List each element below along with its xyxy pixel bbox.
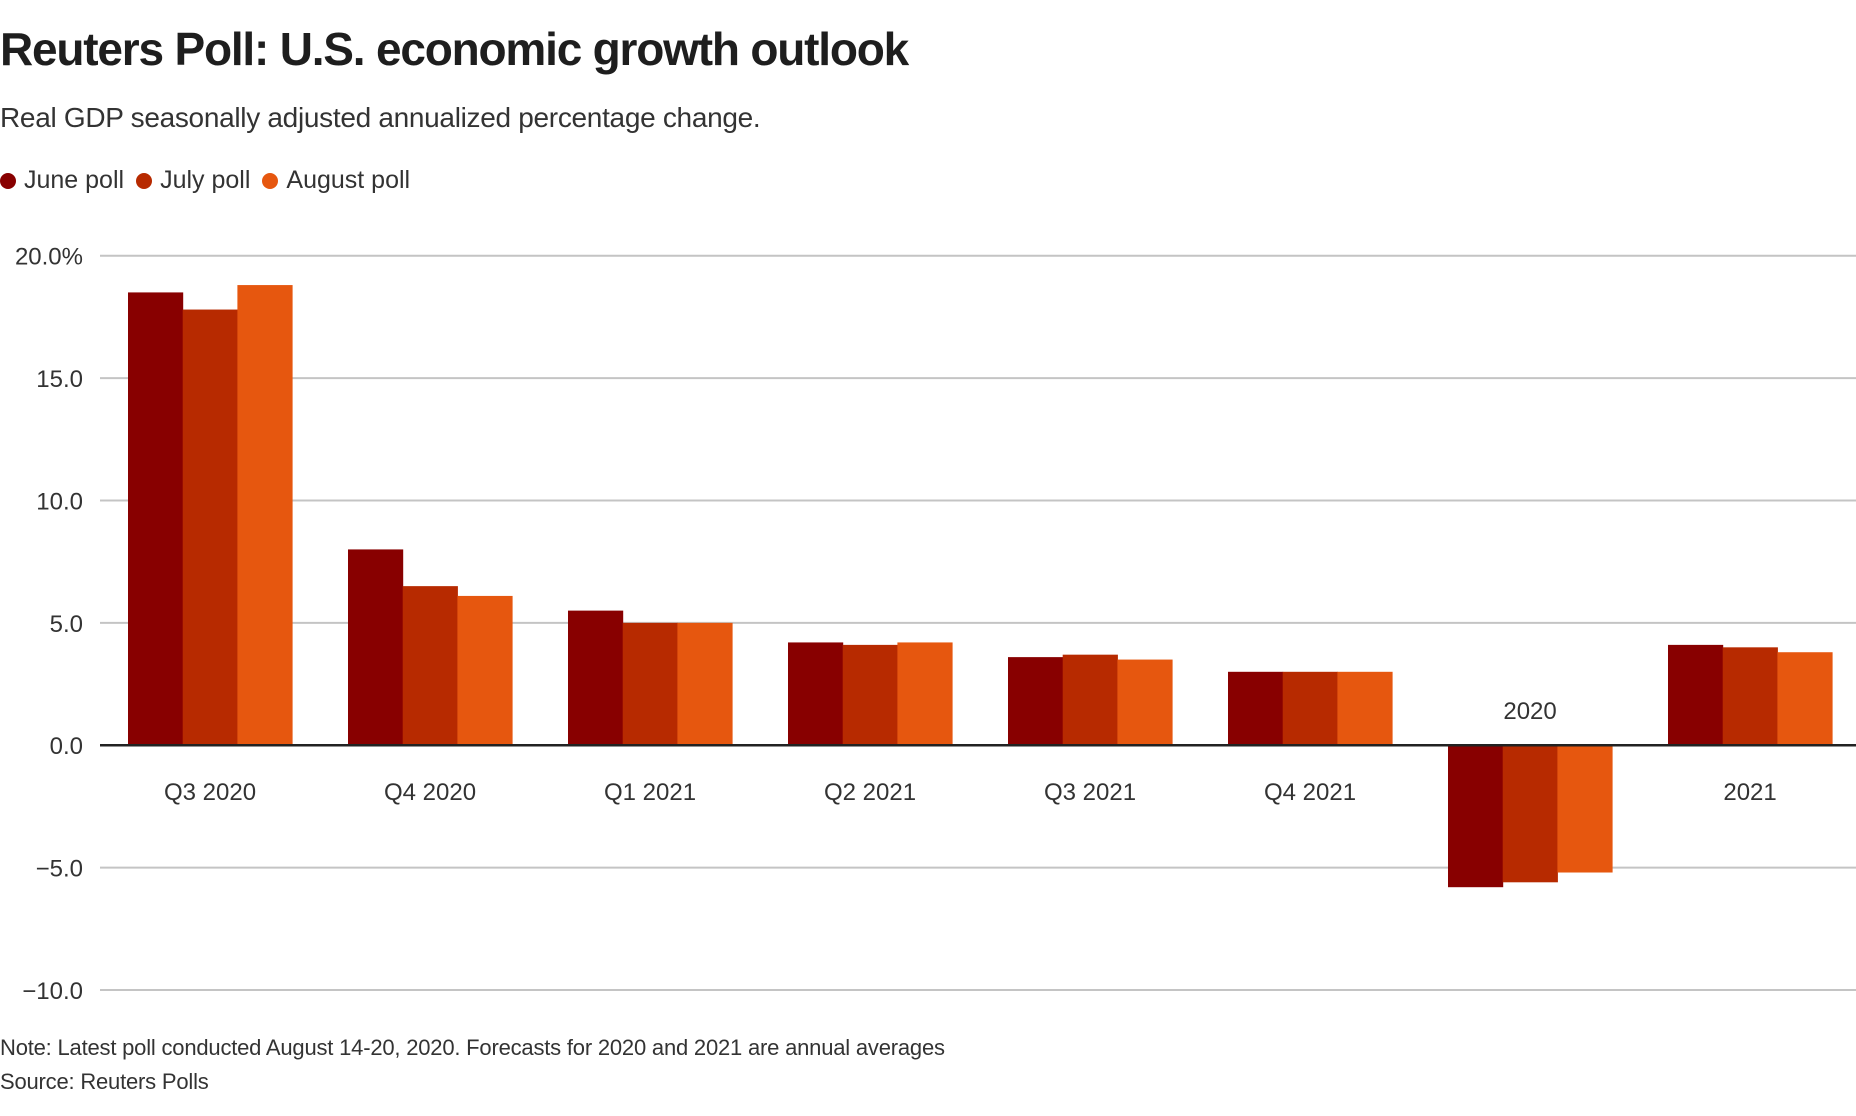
y-tick-label: 20.0% (15, 244, 83, 271)
legend-dot-june-icon (0, 172, 16, 189)
chart-subtitle: Real GDP seasonally adjusted annualized … (0, 102, 761, 133)
y-tick-label: 0.0 (50, 733, 83, 760)
bar-july-poll (182, 309, 238, 746)
bar-june-poll (1008, 657, 1064, 746)
bar-august-poll (897, 642, 953, 746)
chart-title: Reuters Poll: U.S. economic growth outlo… (0, 23, 909, 75)
bar-july-poll (1282, 671, 1338, 746)
x-tick-label: 2021 (1723, 779, 1776, 806)
bar-july-poll (842, 644, 898, 746)
legend-label-july: July poll (160, 166, 251, 194)
y-tick-label: −10.0 (22, 978, 83, 1005)
y-tick-label: 15.0 (36, 366, 83, 393)
bar-june-poll (1228, 671, 1284, 746)
x-tick-label: Q3 2021 (1044, 779, 1136, 806)
y-axis-ticks: 20.0% 15.0 10.0 5.0 0.0 −5.0 −10.0 (15, 244, 83, 1005)
footnote-source: Source: Reuters Polls (0, 1069, 209, 1094)
bar-june-poll (1448, 745, 1504, 888)
legend-dot-august-icon (262, 172, 279, 189)
bar-june-poll (1668, 644, 1724, 746)
bar-august-poll (1117, 659, 1173, 746)
bar-june-poll (348, 549, 404, 746)
bars (128, 285, 1833, 888)
bar-july-poll (1502, 745, 1558, 883)
bar-august-poll (677, 622, 733, 746)
y-tick-label: −5.0 (36, 856, 83, 883)
bar-june-poll (128, 292, 184, 746)
bar-july-poll (402, 586, 458, 746)
legend-label-august: August poll (286, 166, 411, 194)
bar-august-poll (1337, 671, 1393, 746)
x-tick-label: Q2 2021 (824, 779, 916, 806)
legend-item-august: August poll (262, 166, 410, 195)
x-tick-label: Q1 2021 (604, 779, 696, 806)
bar-july-poll (1062, 654, 1118, 746)
bar-august-poll (1777, 652, 1833, 746)
x-axis-ticks: Q3 2020 Q4 2020 Q1 2021 Q2 2021 Q3 2021 Q4 20… (164, 698, 1777, 806)
bar-july-poll (622, 622, 678, 746)
legend-item-june: June poll (0, 166, 124, 195)
y-tick-label: 5.0 (50, 611, 83, 638)
bar-july-poll (1722, 647, 1778, 746)
x-tick-label: Q4 2021 (1264, 779, 1356, 806)
footnote-note: Note: Latest poll conducted August 14-20… (0, 1035, 945, 1060)
y-tick-label: 10.0 (36, 488, 83, 515)
legend: June poll July poll August poll (0, 166, 422, 195)
legend-label-june: June poll (24, 166, 125, 194)
bar-june-poll (568, 610, 624, 746)
x-tick-label: Q3 2020 (164, 779, 256, 806)
bar-august-poll (457, 595, 513, 746)
bar-august-poll (237, 285, 293, 746)
legend-dot-july-icon (136, 172, 153, 189)
bar-august-poll (1557, 745, 1613, 873)
bar-june-poll (788, 642, 844, 746)
legend-item-july: July poll (136, 166, 250, 195)
x-tick-label: Q4 2020 (384, 779, 476, 806)
x-tick-label: 2020 (1503, 698, 1556, 725)
